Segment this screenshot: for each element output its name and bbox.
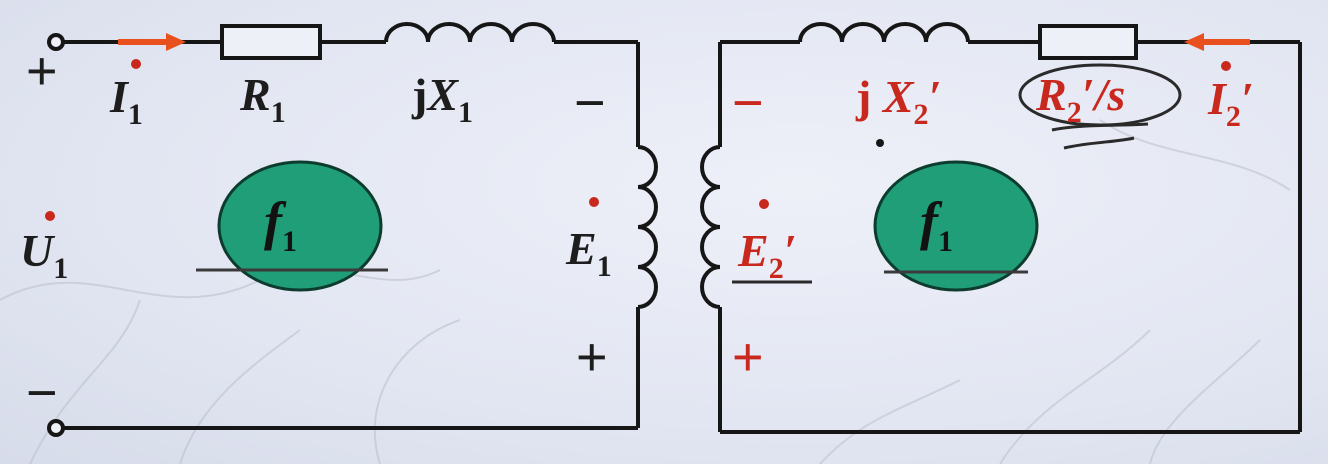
stator-frequency-label: f1 — [264, 191, 297, 258]
stator-resistor — [220, 24, 322, 60]
rotor-emf-plus: + — [732, 327, 764, 387]
phasor-dot — [589, 197, 599, 207]
rotor-reactance-coil — [798, 22, 970, 43]
stator-emf-minus: − — [574, 73, 606, 133]
input-terminal-minus: − — [26, 363, 58, 423]
rotor-emf-minus: − — [732, 73, 764, 133]
background-branches — [0, 119, 1291, 464]
phasor-dot — [131, 59, 141, 69]
rotor-resistor — [1038, 24, 1138, 60]
stator-resistance-label: R1 — [240, 69, 286, 129]
input-terminal-plus: + — [26, 41, 58, 101]
stator-emf-plus: + — [576, 327, 608, 387]
rotor-winding-coil — [700, 145, 721, 309]
stator-wiring — [62, 22, 658, 430]
stator-current-label: I1 — [110, 71, 143, 131]
rotor-resistance-label: R2′/s — [1036, 69, 1126, 129]
terminal-top — [47, 33, 65, 51]
rotor-reactance-label: j X2′ — [856, 71, 942, 131]
rotor-current-arrow — [1184, 33, 1250, 51]
rotor-emf-label: E2′ — [738, 225, 797, 285]
stator-frequency-ellipse — [217, 160, 383, 292]
stator-reactance-coil — [384, 22, 556, 43]
phasor-dot — [759, 199, 769, 209]
terminal-bottom — [47, 419, 65, 437]
handwritten-underline-annotation — [1051, 122, 1149, 132]
rotor-wiring — [700, 22, 1302, 434]
stray-dot — [876, 139, 884, 147]
phasor-dot — [1221, 61, 1231, 71]
phasor-dot — [45, 211, 55, 221]
rotor-frequency-label: f1 — [920, 191, 953, 258]
stator-emf-label: E1 — [566, 223, 612, 283]
stator-winding-coil — [637, 145, 658, 309]
rotor-frequency-ellipse — [873, 160, 1039, 292]
handwritten-underline-annotation — [1063, 136, 1135, 150]
stator-voltage-label: U1 — [20, 225, 69, 285]
stator-current-arrow — [118, 33, 186, 51]
rotor-current-label: I2′ — [1208, 73, 1254, 133]
stator-reactance-label: jX1 — [412, 69, 474, 129]
